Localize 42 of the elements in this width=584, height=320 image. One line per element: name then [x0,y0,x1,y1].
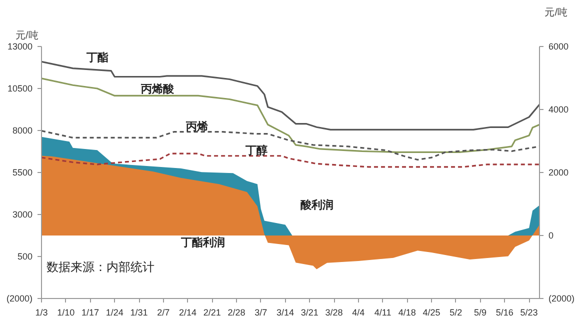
y-axis-title: 元/吨 [16,30,38,42]
series-label: 丁酯利润 [180,236,225,250]
x-tick-label: 5/9 [474,308,487,318]
x-tick-label: 1/24 [106,308,124,318]
series-label: 丁酯 [85,50,108,64]
x-tick-label: 2/14 [179,308,197,318]
x-tick-label: 5/16 [496,308,514,318]
x-tick-label: 5/2 [450,308,462,318]
x-tick-label: 1/17 [81,308,100,318]
series-label: 丁醇 [244,144,268,158]
series-label: 丙烯 [184,120,208,134]
y2-tick-label: 0 [548,230,554,240]
x-tick-label: 2/7 [157,308,170,318]
y2-tick-label: 6000 [548,42,569,52]
y-tick-label: 8000 [12,126,33,136]
x-tick-label: 4/18 [398,308,416,318]
x-tick-label: 3/21 [300,308,318,318]
x-tick-label: 3/14 [276,308,294,318]
y2-axis-title: 元/吨 [544,6,568,18]
y-tick-label: 3000 [12,210,33,220]
x-tick-label: 2/21 [203,308,221,318]
y-tick-label: (2000) [6,294,33,304]
y-tick-label: 5500 [12,168,33,178]
series-label: 酸利润 [300,198,334,212]
y-tick-label: 500 [17,252,33,262]
x-tick-label: 5/23 [520,308,538,318]
series-label: 丙烯酸 [140,82,176,96]
annotation: 数据来源：内部统计 [46,260,154,274]
x-tick-label: 1/31 [130,308,148,318]
y-tick-label: 10500 [7,84,33,94]
y2-tick-label: 4000 [548,104,569,114]
y2-tick-label: 2000 [548,168,569,178]
y-tick-label: 13000 [7,42,33,52]
x-tick-label: 3/7 [254,308,268,318]
x-tick-label: 4/25 [422,308,440,318]
x-tick-label: 1/10 [57,308,75,318]
x-tick-label: 2/28 [228,308,246,318]
x-tick-label: 3/28 [325,308,343,318]
x-tick-label: 4/11 [374,308,392,318]
y2-tick-label: (2000) [548,294,575,304]
x-tick-label: 4/4 [352,308,365,318]
x-tick-label: 1/3 [35,308,48,318]
